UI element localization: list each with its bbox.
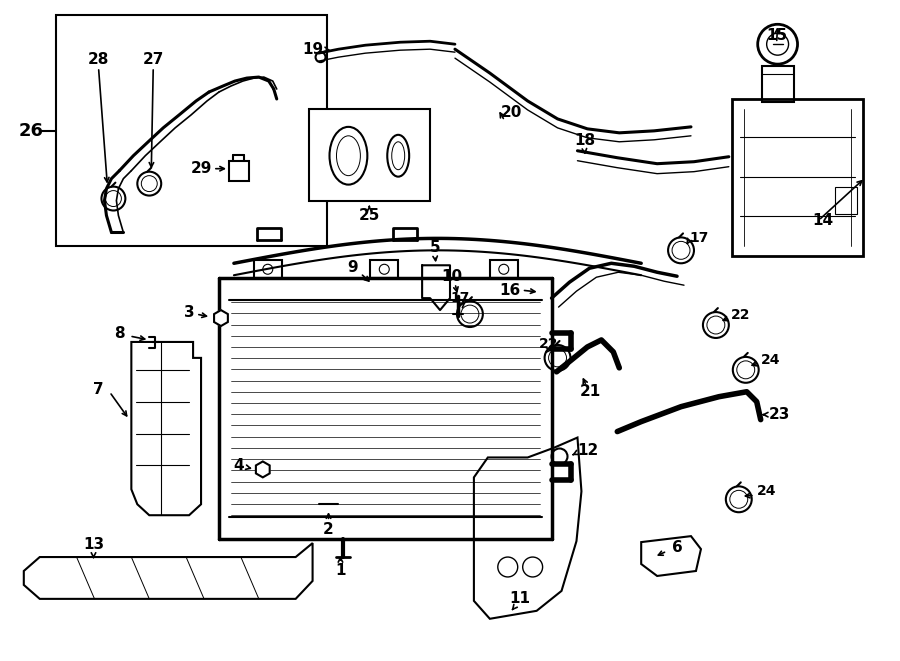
Text: 12: 12 [578,443,599,458]
Text: 17: 17 [689,231,708,245]
Polygon shape [256,461,270,477]
Bar [490,260,518,278]
Text: 27: 27 [142,52,164,67]
Text: 21: 21 [580,384,601,399]
Text: 9: 9 [347,260,357,275]
Text: 24: 24 [757,485,776,498]
Text: 18: 18 [574,134,595,148]
Text: 22: 22 [539,337,558,351]
Text: 1: 1 [335,563,346,578]
Text: 17: 17 [450,291,470,305]
Bar [219,278,552,539]
Bar [229,161,248,180]
Text: 7: 7 [94,382,104,397]
Text: 20: 20 [501,105,522,120]
Text: 11: 11 [509,592,530,606]
Text: 29: 29 [191,161,211,176]
Bar [761,66,794,102]
Text: 14: 14 [812,213,833,228]
Text: 6: 6 [671,539,682,555]
Text: 26: 26 [18,122,43,140]
Text: 23: 23 [769,407,790,422]
Text: 24: 24 [760,353,780,367]
Bar [56,15,327,247]
Bar [732,99,863,256]
Text: 25: 25 [359,208,380,223]
Bar [309,109,430,200]
Bar [370,260,398,278]
Text: 2: 2 [323,522,334,537]
Text: 3: 3 [184,305,194,319]
Text: 10: 10 [441,269,463,284]
Text: 13: 13 [83,537,104,551]
Text: 5: 5 [430,240,440,255]
Text: 19: 19 [302,42,323,57]
Polygon shape [214,310,228,326]
Text: 15: 15 [766,28,788,43]
Text: 16: 16 [500,283,520,297]
Text: 22: 22 [731,308,751,322]
Text: 8: 8 [114,327,125,342]
Bar [254,260,282,278]
Text: 28: 28 [88,52,109,67]
Text: 4: 4 [234,458,244,473]
Bar [835,186,858,214]
